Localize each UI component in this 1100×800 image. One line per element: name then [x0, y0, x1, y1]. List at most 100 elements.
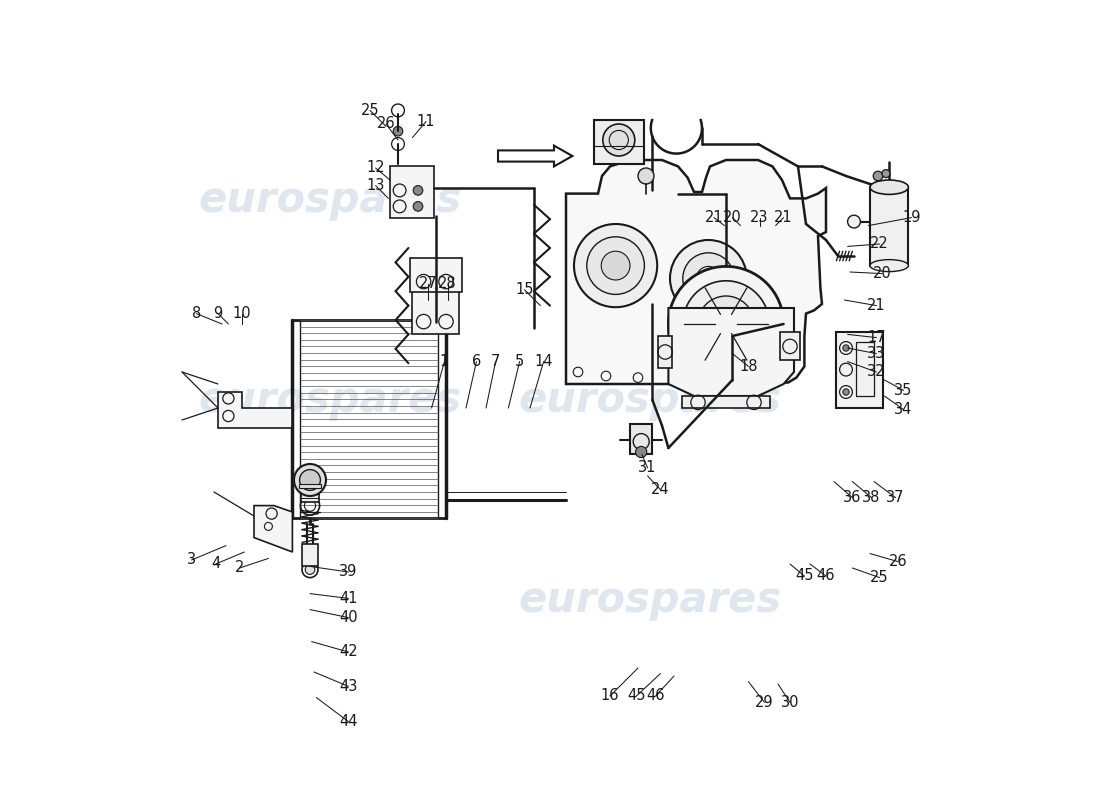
Text: eurospares: eurospares [518, 379, 782, 421]
Circle shape [683, 281, 769, 367]
Circle shape [636, 446, 647, 458]
Text: 20: 20 [872, 266, 891, 281]
Text: 42: 42 [339, 645, 358, 659]
Ellipse shape [870, 259, 909, 272]
Text: 12: 12 [366, 161, 385, 175]
Text: 25: 25 [361, 103, 379, 118]
Text: 8: 8 [191, 306, 201, 321]
Text: eurospares: eurospares [198, 179, 462, 221]
Text: 26: 26 [889, 554, 908, 569]
Bar [301, 488, 319, 502]
Circle shape [715, 313, 737, 335]
Bar [299, 484, 321, 488]
Text: 24: 24 [651, 482, 670, 497]
Circle shape [294, 464, 326, 496]
Text: 37: 37 [887, 490, 905, 505]
Polygon shape [780, 332, 800, 360]
Circle shape [414, 202, 422, 211]
Text: 44: 44 [339, 714, 358, 729]
Circle shape [698, 296, 754, 352]
Text: 30: 30 [781, 695, 800, 710]
Circle shape [574, 224, 657, 307]
Bar [630, 424, 652, 454]
Text: 2: 2 [235, 561, 244, 575]
Text: 36: 36 [844, 490, 861, 505]
Bar [302, 544, 318, 566]
Text: 46: 46 [816, 569, 835, 583]
Polygon shape [566, 160, 826, 384]
Polygon shape [682, 396, 770, 408]
Text: 33: 33 [867, 346, 886, 361]
Text: 16: 16 [601, 689, 619, 703]
Bar [836, 332, 883, 408]
Bar [390, 166, 435, 218]
Text: 21: 21 [774, 210, 793, 225]
Polygon shape [669, 308, 794, 396]
Text: 29: 29 [755, 695, 773, 710]
Circle shape [843, 345, 849, 351]
Polygon shape [498, 146, 572, 166]
Text: 38: 38 [862, 490, 881, 505]
Text: 3: 3 [187, 553, 196, 567]
Circle shape [414, 186, 422, 195]
Circle shape [669, 266, 783, 382]
Text: 19: 19 [902, 210, 921, 225]
Text: 4: 4 [211, 557, 220, 571]
Text: 39: 39 [339, 565, 358, 579]
Text: 17: 17 [867, 330, 886, 345]
Text: 41: 41 [339, 591, 358, 606]
Text: 26: 26 [376, 117, 395, 131]
Text: 45: 45 [795, 569, 814, 583]
Circle shape [299, 470, 320, 490]
Polygon shape [218, 392, 293, 428]
Text: 32: 32 [867, 365, 886, 379]
Circle shape [848, 215, 860, 228]
Circle shape [586, 237, 645, 294]
Text: 27: 27 [419, 277, 438, 291]
Text: 21: 21 [867, 298, 886, 313]
Circle shape [602, 251, 630, 280]
Circle shape [873, 171, 883, 181]
Circle shape [696, 266, 720, 290]
Circle shape [305, 565, 315, 574]
Text: 7: 7 [491, 354, 501, 369]
Circle shape [670, 240, 747, 317]
Ellipse shape [870, 180, 909, 194]
Text: 18: 18 [739, 359, 758, 374]
Text: eurospares: eurospares [198, 379, 462, 421]
Text: 46: 46 [647, 689, 664, 703]
Text: 40: 40 [339, 610, 358, 625]
Text: 11: 11 [417, 114, 436, 129]
Text: 28: 28 [438, 277, 456, 291]
Circle shape [882, 170, 890, 178]
Text: 25: 25 [870, 570, 889, 585]
Circle shape [843, 389, 849, 395]
Polygon shape [254, 506, 293, 552]
Text: 22: 22 [870, 237, 889, 251]
Circle shape [638, 168, 654, 184]
Circle shape [393, 126, 403, 136]
Polygon shape [658, 336, 672, 368]
Text: 43: 43 [339, 679, 358, 694]
Text: 35: 35 [894, 383, 913, 398]
Text: 5: 5 [515, 354, 525, 369]
Text: 20: 20 [723, 210, 741, 225]
Circle shape [683, 253, 734, 304]
Bar [410, 258, 462, 292]
Text: 1: 1 [440, 354, 449, 369]
Text: 21: 21 [705, 210, 724, 225]
Text: 6: 6 [472, 354, 481, 369]
Text: 9: 9 [213, 306, 222, 321]
Bar [412, 288, 459, 334]
Text: 45: 45 [627, 689, 646, 703]
Text: 15: 15 [515, 282, 534, 297]
Bar [857, 342, 874, 396]
Text: 34: 34 [894, 402, 913, 417]
Circle shape [603, 124, 635, 156]
Text: 13: 13 [366, 178, 385, 193]
Text: eurospares: eurospares [518, 579, 782, 621]
Text: 14: 14 [535, 354, 553, 369]
Text: 31: 31 [638, 461, 657, 475]
Text: 23: 23 [750, 210, 769, 225]
Text: 10: 10 [233, 306, 251, 321]
